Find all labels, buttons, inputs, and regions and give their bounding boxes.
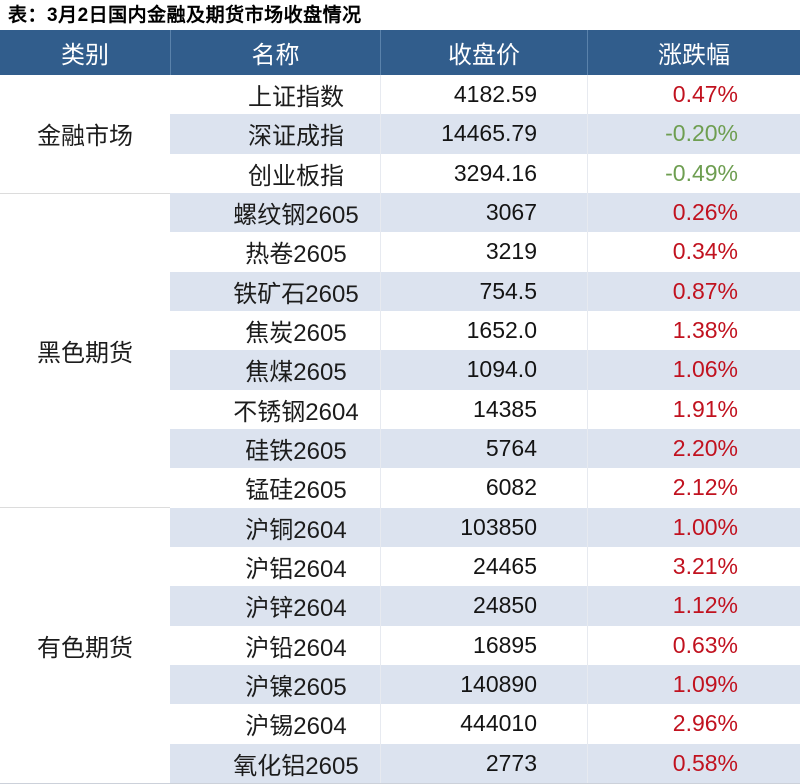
table-row: 不锈钢2604 14385 1.91%	[170, 389, 800, 429]
change-percent: 2.20%	[587, 428, 800, 469]
market-close-table: 类别 名称 收盘价 涨跌幅 金融市场 黑色期货 有色期货 上证指数 4182.59 0.…	[0, 30, 800, 784]
table-row: 沪铅2604 16895 0.63%	[170, 625, 800, 665]
table-row: 螺纹钢2605 3067 0.26%	[170, 192, 800, 233]
table-row: 铁矿石2605 754.5 0.87%	[170, 271, 800, 311]
instrument-name: 锰硅2605	[170, 468, 380, 508]
table-row: 深证成指 14465.79 -0.20%	[170, 114, 800, 154]
table-row: 硅铁2605 5764 2.20%	[170, 428, 800, 469]
change-percent: 1.12%	[587, 586, 800, 626]
header-category: 类别	[61, 42, 109, 69]
category-column: 金融市场 黑色期货有色期货	[0, 75, 170, 783]
instrument-name: 沪锡2604	[170, 704, 380, 744]
close-price: 444010	[380, 704, 587, 744]
table-row: 上证指数 4182.59 0.47%	[170, 75, 800, 115]
header-close-price: 收盘价	[380, 30, 587, 75]
table-row: 创业板指 3294.16 -0.49%	[170, 153, 800, 193]
category-label: 有色期货	[37, 635, 133, 663]
table-body: 金融市场 黑色期货 有色期货 上证指数 4182.59 0.47% 深证成指 14465.7…	[0, 75, 800, 784]
close-price: 3067	[380, 192, 587, 233]
change-percent: 0.47%	[587, 75, 800, 115]
close-price: 6082	[380, 468, 587, 508]
instrument-name: 上证指数	[170, 75, 380, 115]
instrument-name: 焦炭2605	[170, 310, 380, 351]
table-row: 焦煤2605 1094.0 1.06%	[170, 350, 800, 390]
close-price: 14465.79	[380, 114, 587, 154]
instrument-name: 氧化铝2605	[170, 743, 380, 783]
change-percent: 0.26%	[587, 192, 800, 233]
close-price: 24465	[380, 546, 587, 587]
instrument-name: 硅铁2605	[170, 428, 380, 469]
instrument-name: 创业板指	[170, 153, 380, 193]
change-percent: -0.20%	[587, 114, 800, 154]
close-price: 5764	[380, 428, 587, 469]
close-price: 14385	[380, 389, 587, 429]
table-row: 沪镍2605 140890 1.09%	[170, 664, 800, 705]
close-price: 1652.0	[380, 310, 587, 351]
header-name: 名称	[170, 30, 380, 75]
table-title: 表：3月2日国内金融及期货市场收盘情况	[8, 5, 362, 26]
category-label: 金融市场	[0, 75, 170, 194]
change-percent: 1.00%	[587, 507, 800, 547]
close-price: 103850	[380, 507, 587, 547]
header-change-pct: 涨跌幅	[587, 30, 800, 75]
instrument-name: 深证成指	[170, 114, 380, 154]
table-row: 锰硅2605 6082 2.12%	[170, 468, 800, 508]
instrument-name: 沪镍2605	[170, 664, 380, 705]
close-price: 4182.59	[380, 75, 587, 115]
table-row: 氧化铝2605 2773 0.58%	[170, 743, 800, 783]
change-percent: 1.91%	[587, 389, 800, 429]
instrument-name: 沪铜2604	[170, 507, 380, 547]
change-percent: 0.58%	[587, 743, 800, 783]
table-row: 沪铝2604 24465 3.21%	[170, 546, 800, 587]
close-price: 24850	[380, 586, 587, 626]
instrument-name: 焦煤2605	[170, 350, 380, 390]
instrument-name: 热卷2605	[170, 232, 380, 272]
close-price: 140890	[380, 664, 587, 705]
instrument-name: 铁矿石2605	[170, 271, 380, 311]
table-header-row: 类别 名称 收盘价 涨跌幅	[0, 30, 800, 75]
instrument-name: 沪铝2604	[170, 546, 380, 587]
table-row: 沪铜2604 103850 1.00%	[170, 507, 800, 547]
close-price: 1094.0	[380, 350, 587, 390]
change-percent: -0.49%	[587, 153, 800, 193]
change-percent: 0.34%	[587, 232, 800, 272]
change-percent: 1.09%	[587, 664, 800, 705]
change-percent: 0.87%	[587, 271, 800, 311]
instrument-name: 沪锌2604	[170, 586, 380, 626]
change-percent: 3.21%	[587, 546, 800, 587]
table-row: 焦炭2605 1652.0 1.38%	[170, 310, 800, 351]
change-percent: 0.63%	[587, 625, 800, 665]
change-percent: 1.06%	[587, 350, 800, 390]
category-label: 黑色期货	[0, 194, 170, 509]
close-price: 16895	[380, 625, 587, 665]
close-price: 754.5	[380, 271, 587, 311]
change-percent: 2.96%	[587, 704, 800, 744]
table-row: 沪锡2604 444010 2.96%	[170, 704, 800, 744]
close-price: 3219	[380, 232, 587, 272]
table-row: 热卷2605 3219 0.34%	[170, 232, 800, 272]
table-row: 沪锌2604 24850 1.12%	[170, 586, 800, 626]
change-percent: 2.12%	[587, 468, 800, 508]
instrument-name: 螺纹钢2605	[170, 192, 380, 233]
instrument-name: 不锈钢2604	[170, 389, 380, 429]
change-percent: 1.38%	[587, 310, 800, 351]
close-price: 3294.16	[380, 153, 587, 193]
close-price: 2773	[380, 743, 587, 783]
data-rows: 上证指数 4182.59 0.47% 深证成指 14465.79 -0.20% 创业板指 32…	[170, 75, 800, 783]
instrument-name: 沪铅2604	[170, 625, 380, 665]
